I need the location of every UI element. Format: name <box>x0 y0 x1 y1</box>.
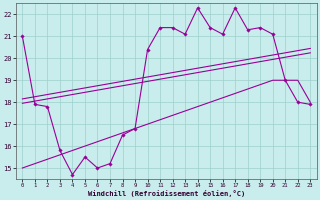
X-axis label: Windchill (Refroidissement éolien,°C): Windchill (Refroidissement éolien,°C) <box>88 190 245 197</box>
